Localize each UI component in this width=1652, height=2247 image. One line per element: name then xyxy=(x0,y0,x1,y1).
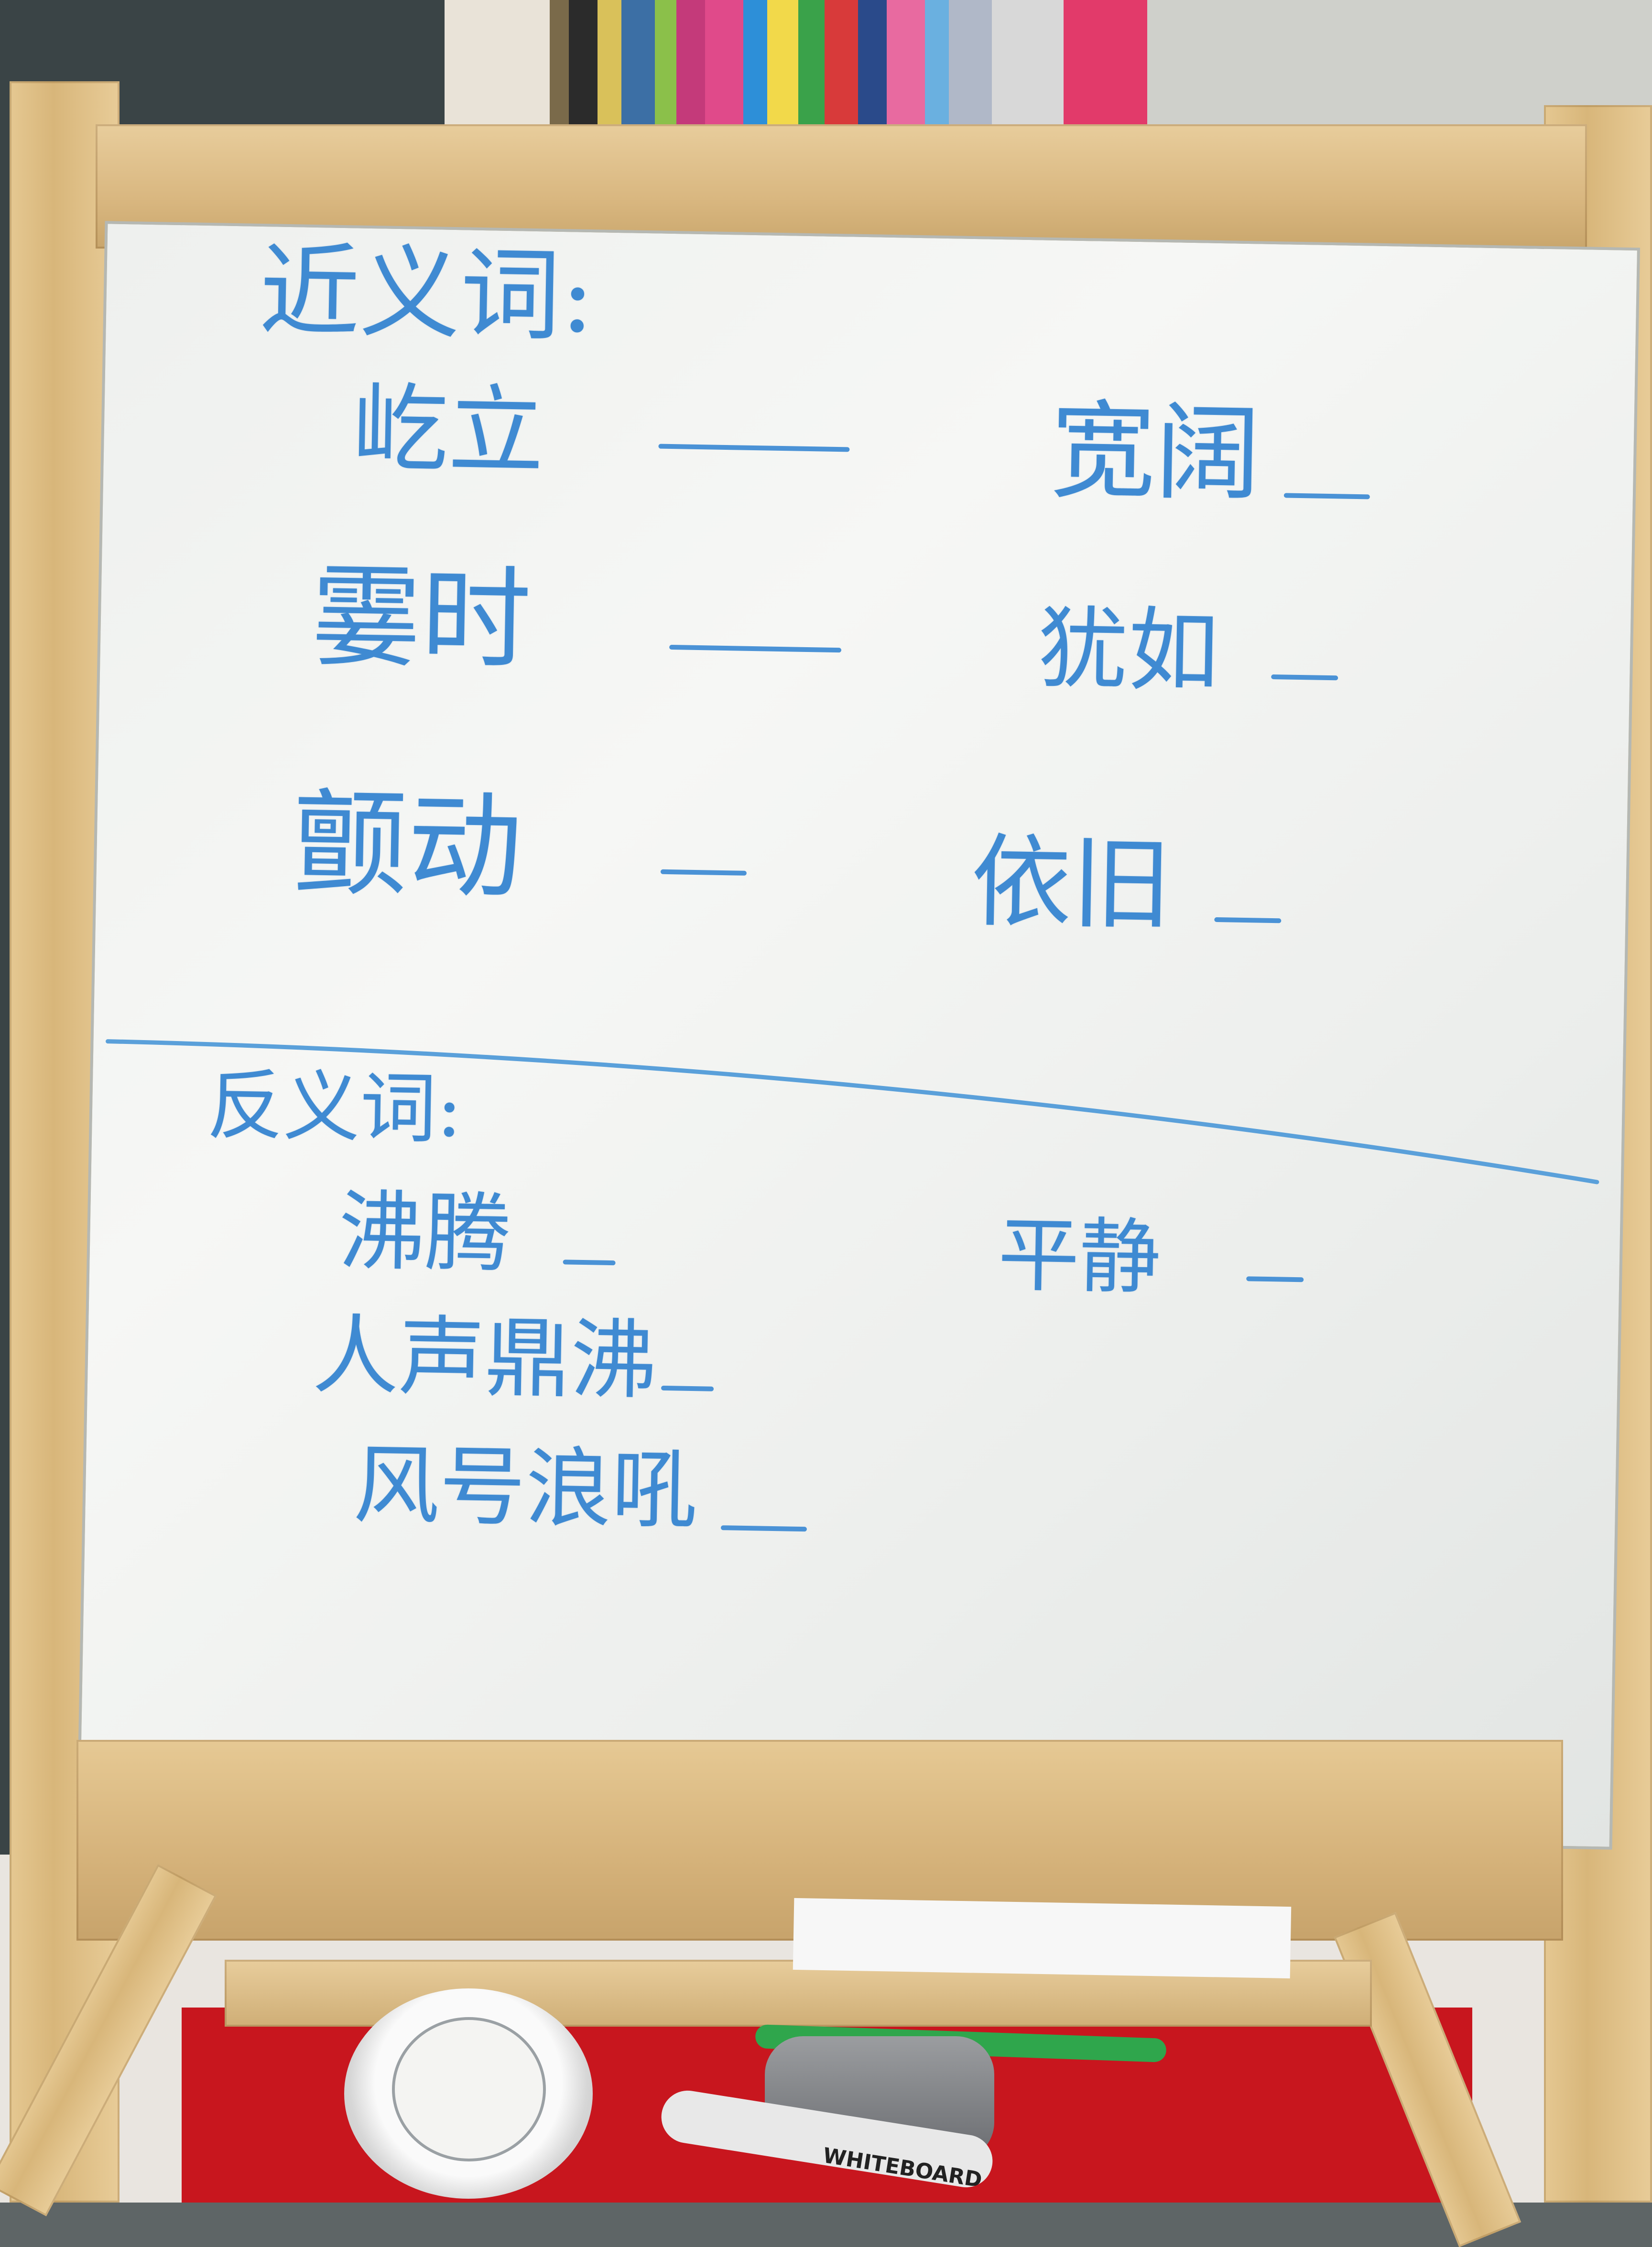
whiteboard: 近义词: 屹立 宽阔 霎时 犹如 颤动 依旧 反义词: 沸腾 平静 人声鼎沸 风… xyxy=(76,221,1641,1850)
synonym-word: 颤动 xyxy=(292,777,524,915)
answer-blank xyxy=(661,1385,714,1391)
synonym-word: 霎时 xyxy=(310,553,533,684)
antonyms-heading: 反义词: xyxy=(206,1060,463,1154)
antonym-word: 人声鼎沸 xyxy=(312,1305,658,1411)
answer-blank xyxy=(563,1259,616,1266)
book-spines xyxy=(550,0,1181,139)
synonym-word: 宽阔 xyxy=(1049,389,1262,516)
synonym-word: 犹如 xyxy=(1036,596,1220,705)
antonym-word: 平静 xyxy=(997,1208,1162,1306)
answer-blank xyxy=(1246,1276,1304,1282)
antonym-word: 风号浪吼 xyxy=(352,1435,699,1541)
synonyms-heading: 近义词: xyxy=(258,232,596,356)
paper-sheet xyxy=(793,1898,1292,1979)
divider-line xyxy=(106,1039,1599,1184)
synonym-word: 屹立 xyxy=(351,373,545,488)
clock-face xyxy=(392,2017,546,2161)
alarm-clock xyxy=(344,1988,593,2199)
antonym-word: 沸腾 xyxy=(337,1182,512,1285)
synonym-word: 依旧 xyxy=(970,823,1173,944)
